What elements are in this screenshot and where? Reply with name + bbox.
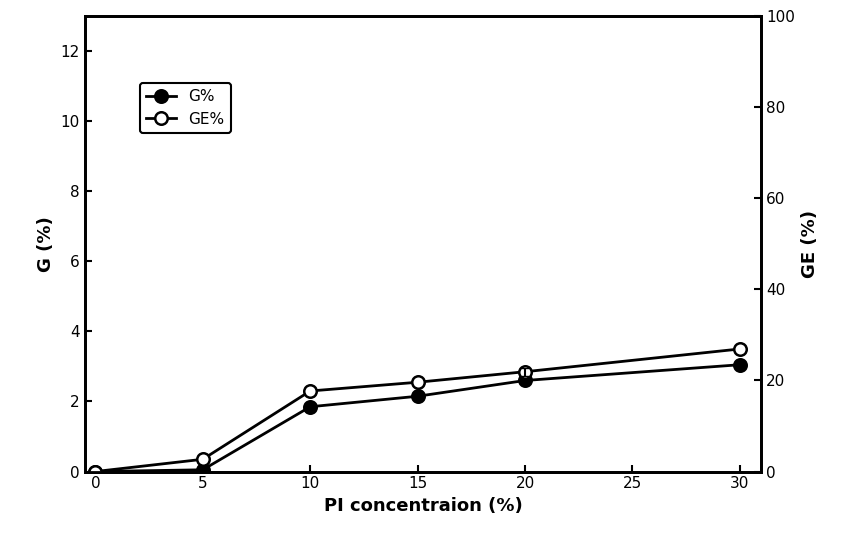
Legend: G%, GE%: G%, GE% <box>140 83 231 133</box>
Y-axis label: G (%): G (%) <box>37 216 55 272</box>
Y-axis label: GE (%): GE (%) <box>800 210 819 278</box>
X-axis label: PI concentraion (%): PI concentraion (%) <box>324 497 522 515</box>
